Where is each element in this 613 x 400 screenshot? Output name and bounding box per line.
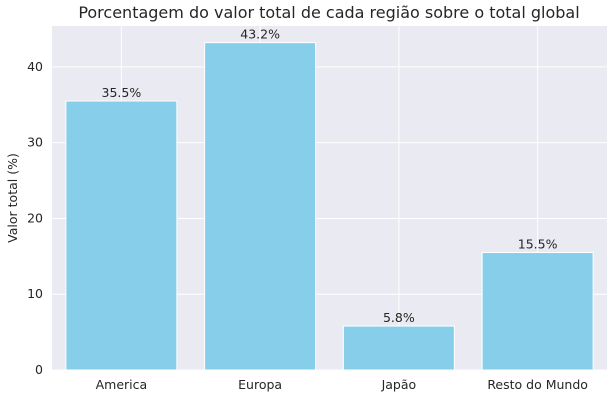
bar-japão [342, 325, 455, 371]
x-tick-labels: America Europa Japão Resto do Mundo [96, 377, 588, 392]
y-tick-label: 0 [35, 362, 43, 377]
x-tick-label: Japão [381, 377, 417, 392]
bars [65, 42, 594, 371]
bar-america [65, 100, 178, 371]
y-tick-label: 30 [27, 135, 43, 150]
x-tick-label: America [96, 377, 148, 392]
x-tick-label: Resto do Mundo [487, 377, 588, 392]
y-tick-label: 40 [27, 59, 43, 74]
bar-resto-do-mundo [481, 252, 594, 371]
bar-value-label: 5.8% [383, 310, 415, 325]
bar-value-label: 15.5% [518, 237, 558, 252]
bar-europa [204, 42, 317, 371]
y-tick-labels: 0 10 20 30 40 [27, 59, 43, 377]
bar-value-label: 35.5% [102, 85, 142, 100]
x-tick-label: Europa [238, 377, 282, 392]
y-tick-label: 10 [27, 286, 43, 301]
bar-value-label: 43.2% [240, 27, 280, 42]
bar-value-labels: 35.5% 43.2% 5.8% 15.5% [102, 27, 558, 325]
y-axis-label: Valor total (%) [5, 153, 20, 243]
chart-title: Porcentagem do valor total de cada regiã… [78, 3, 579, 22]
y-tick-label: 20 [27, 210, 43, 225]
